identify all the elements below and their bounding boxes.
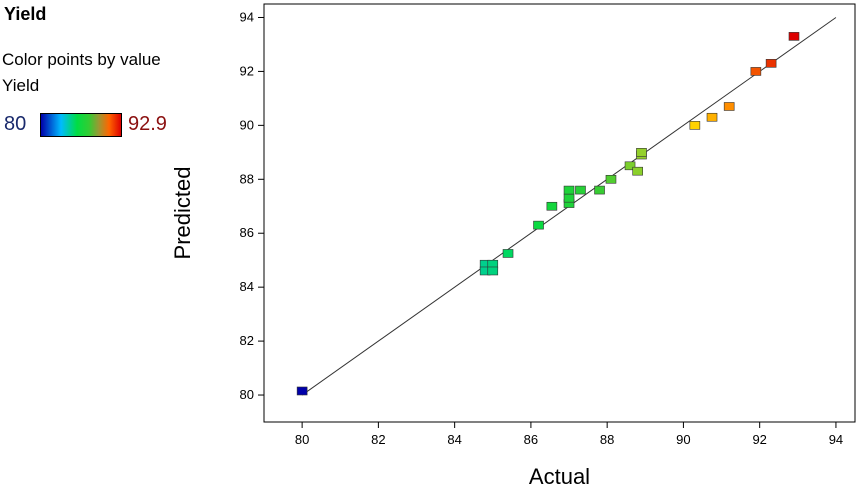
x-axis-label: Actual <box>529 464 590 489</box>
x-tick-label: 88 <box>600 432 614 447</box>
y-tick-label: 88 <box>240 171 254 186</box>
data-point <box>296 386 308 396</box>
x-tick-label: 84 <box>447 432 461 447</box>
x-tick-label: 82 <box>371 432 385 447</box>
data-point <box>563 193 575 203</box>
y-tick-label: 90 <box>240 117 254 132</box>
data-point <box>750 67 762 76</box>
legend-variable: Yield <box>2 76 40 95</box>
data-point <box>605 174 617 184</box>
y-tick-label: 92 <box>240 63 254 78</box>
data-point <box>624 161 636 171</box>
data-point <box>533 220 544 230</box>
x-tick-label: 90 <box>676 432 690 447</box>
x-tick-label: 86 <box>524 432 538 447</box>
legend-min-label: 80 <box>4 113 27 135</box>
y-tick-label: 84 <box>240 279 254 294</box>
data-point <box>594 185 605 195</box>
data-point <box>487 266 499 276</box>
data-point <box>788 32 800 41</box>
data-point <box>502 249 514 258</box>
data-point <box>632 166 643 176</box>
y-tick-label: 80 <box>240 387 254 402</box>
data-point <box>575 185 586 195</box>
x-tick-label: 94 <box>829 432 843 447</box>
data-point <box>765 59 777 68</box>
data-point <box>546 201 558 211</box>
color-scale-bar <box>40 113 122 137</box>
data-point <box>706 112 718 122</box>
legend-title: Yield <box>4 4 47 24</box>
plot-frame <box>263 3 856 423</box>
y-tick-label: 86 <box>240 225 254 240</box>
legend-max-label: 92.9 <box>128 113 167 135</box>
x-tick-label: 80 <box>295 432 309 447</box>
data-point <box>636 148 647 157</box>
data-point <box>689 121 701 130</box>
y-axis-label: Predicted <box>170 167 195 260</box>
x-tick-label: 92 <box>752 432 766 447</box>
y-tick-label: 82 <box>240 333 254 348</box>
data-point <box>723 102 735 111</box>
y-tick-label: 94 <box>240 9 254 24</box>
legend-subtitle: Color points by value <box>2 50 161 69</box>
data-point <box>563 185 575 195</box>
